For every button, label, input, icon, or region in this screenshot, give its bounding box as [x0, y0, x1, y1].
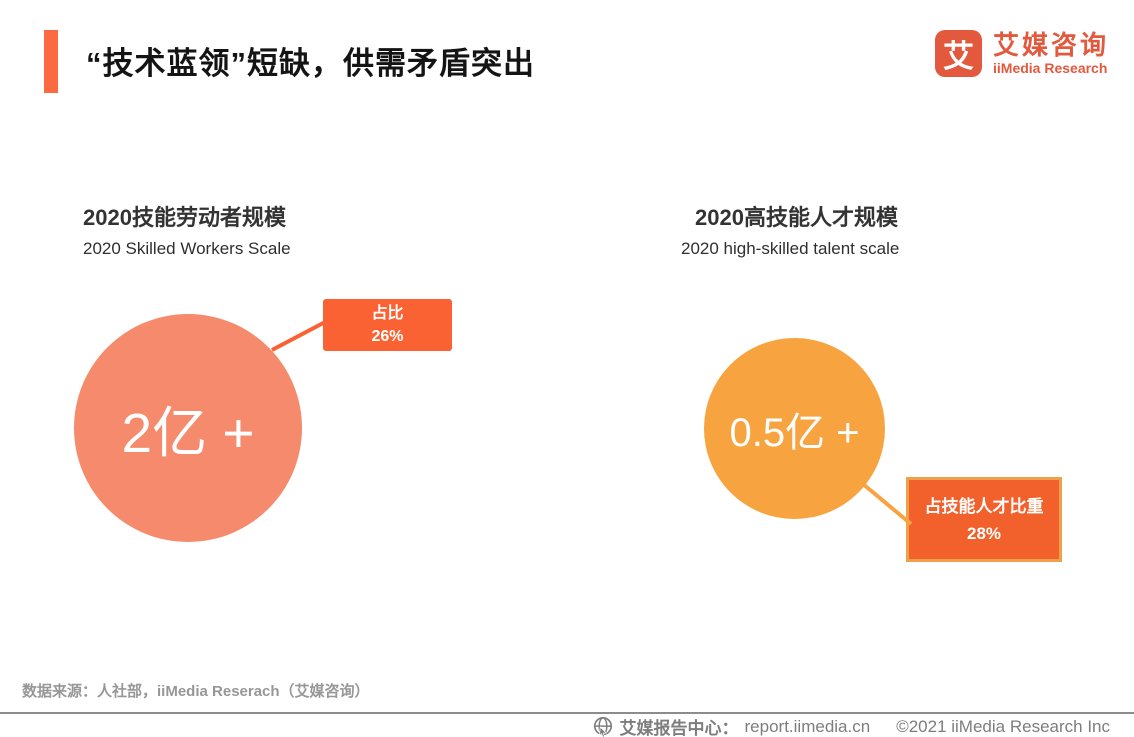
- iimedia-logo-text: 艾媒咨询 iiMedia Research: [993, 30, 1109, 76]
- data-source-note: 数据来源：人社部，iiMedia Reserach（艾媒咨询）: [22, 683, 370, 700]
- footer-divider: [0, 712, 1134, 714]
- right-callout-value: 28%: [966, 523, 1002, 543]
- right-bubble: 0.5亿 +: [704, 338, 885, 519]
- footer-copyright: ©2021 iiMedia Research Inc: [896, 716, 1110, 736]
- right-callout-connector: [861, 482, 913, 526]
- iimedia-logo: 艾 艾媒咨询 iiMedia Research: [935, 30, 1109, 77]
- left-callout-title: 占比: [371, 305, 404, 322]
- page-title: “技术蓝领”短缺，供需矛盾突出: [86, 46, 535, 81]
- left-bubble: 2亿 +: [74, 314, 302, 542]
- globe-cursor-icon: [593, 716, 612, 737]
- left-chart-title: 2020技能劳动者规模: [83, 205, 286, 230]
- footer: 艾媒报告中心： report.iimedia.cn ©2021 iiMedia R…: [592, 716, 1110, 737]
- right-callout: 占技能人才比重 28%: [906, 477, 1062, 562]
- logo-name-cn: 艾媒咨询: [993, 30, 1110, 60]
- right-callout-title: 占技能人才比重: [924, 496, 1044, 516]
- title-accent-bar: [44, 30, 58, 93]
- footer-url[interactable]: report.iimedia.cn: [744, 716, 871, 736]
- right-chart-subtitle: 2020 high-skilled talent scale: [681, 239, 900, 258]
- footer-label: 艾媒报告中心：: [619, 719, 739, 737]
- left-callout-connector: [271, 319, 328, 352]
- left-callout: 占比 26%: [323, 299, 452, 351]
- right-chart-title: 2020高技能人才规模: [695, 205, 898, 230]
- left-chart-subtitle: 2020 Skilled Workers Scale: [83, 239, 291, 258]
- iimedia-logo-icon: 艾: [935, 30, 982, 77]
- logo-name-en: iiMedia Research: [993, 60, 1108, 76]
- left-callout-value: 26%: [371, 328, 404, 345]
